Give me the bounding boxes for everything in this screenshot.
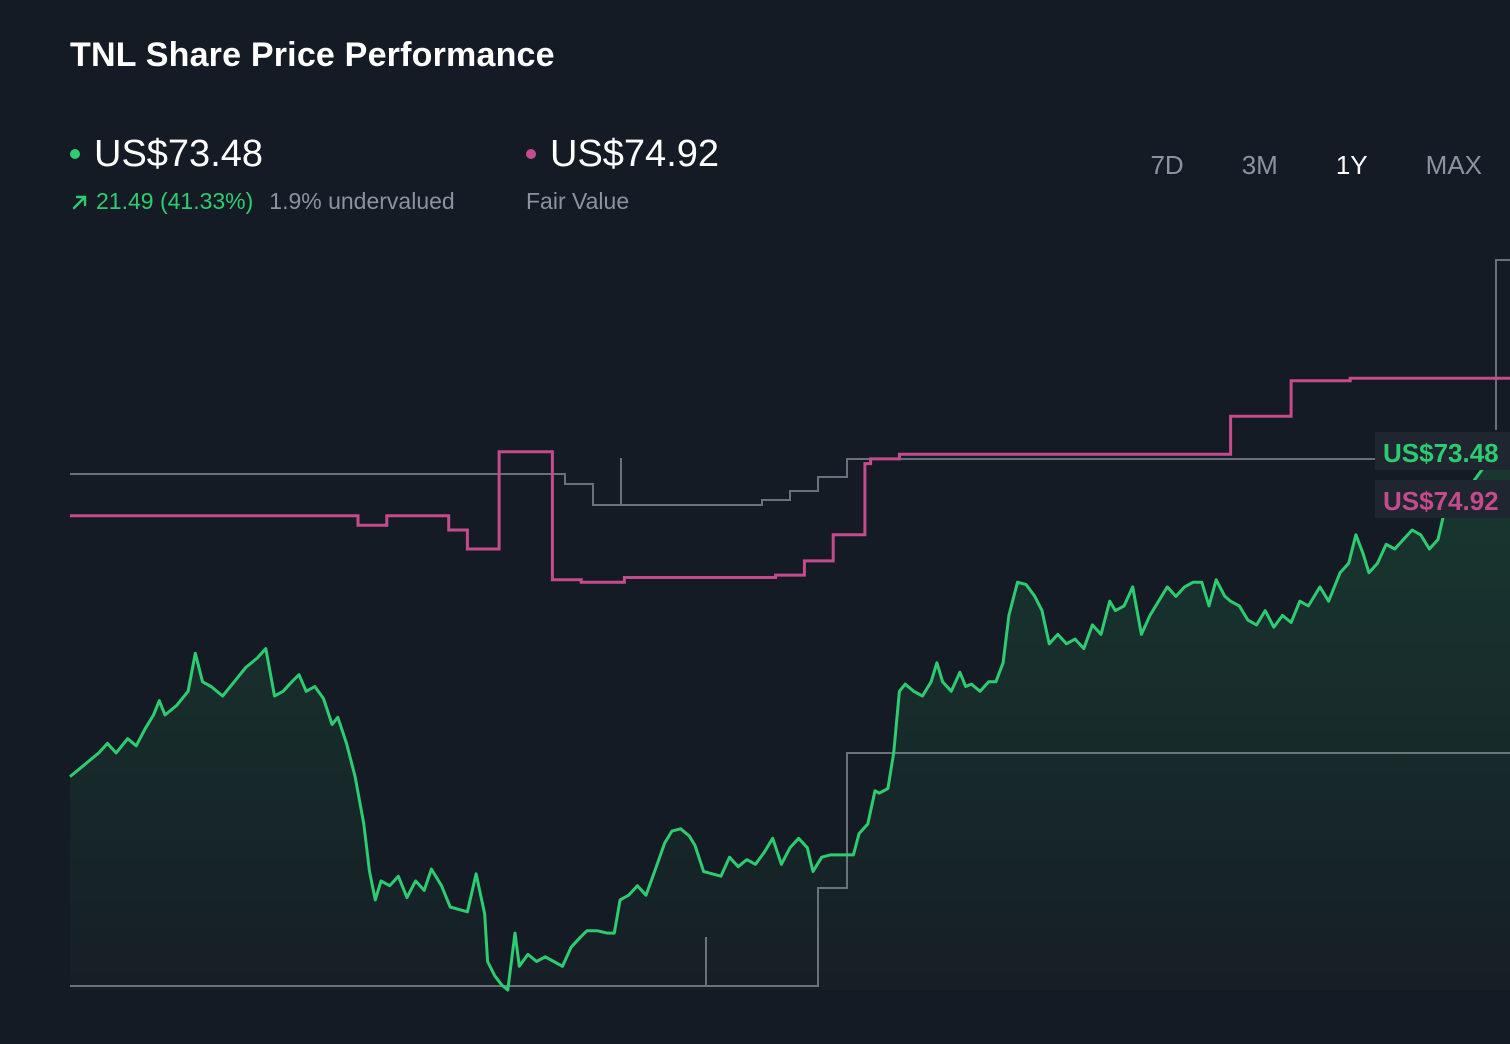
price-change-text: 21.49 (41.33%) <box>96 188 254 214</box>
arrow-up-right-icon <box>72 195 87 209</box>
period-1y[interactable]: 1Y <box>1335 150 1368 180</box>
valuation-text: 1.9% undervalued <box>269 188 455 214</box>
fair-value-line <box>70 376 1510 584</box>
period-3m[interactable]: 3M <box>1241 150 1278 180</box>
fair-value-label-tag: US$74.92 <box>1375 480 1510 518</box>
fair-value-label: Fair Value <box>526 188 630 214</box>
fair-value-dot <box>526 149 536 159</box>
period-max[interactable]: MAX <box>1425 150 1482 180</box>
fair-value-value: US$74.92 <box>550 132 720 175</box>
price-label-tag: US$73.48 <box>1375 432 1510 470</box>
fair-value-label-bg <box>1375 480 1510 518</box>
share-price-block: US$73.48 21.49 (41.33%) 1.9% undervalued <box>70 130 455 215</box>
price-label-text: US$73.48 <box>1383 438 1499 468</box>
chart-title: TNL Share Price Performance <box>70 36 555 74</box>
fair-value-label-text: US$74.92 <box>1383 486 1499 516</box>
price-label-bg <box>1375 432 1510 470</box>
share-price-line <box>69 457 1510 992</box>
price-change: 21.49 (41.33%) <box>70 188 253 215</box>
reference-line-upper <box>70 458 1375 506</box>
share-price-dot <box>70 149 80 159</box>
fair-value-block: US$74.92 Fair Value <box>526 130 719 215</box>
period-7d[interactable]: 7D <box>1150 150 1184 180</box>
period-selector: 7D 3M 1Y MAX <box>1092 150 1482 181</box>
share-price-area <box>70 458 1510 990</box>
share-price-value: US$73.48 <box>94 132 264 175</box>
reference-line-right <box>1495 259 1510 430</box>
